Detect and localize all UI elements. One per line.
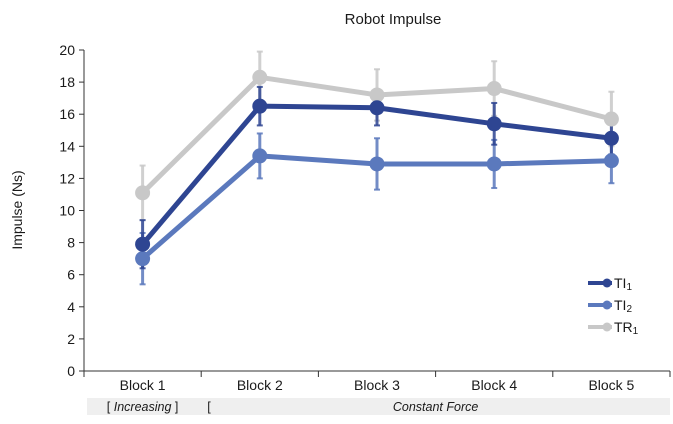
data-point	[135, 185, 151, 201]
phase-label-constant-force: Constant Force	[393, 400, 479, 414]
phase-annotations: [ Increasing ] [ Constant Force	[87, 398, 670, 415]
y-tick-label: 16	[59, 106, 75, 122]
x-tick-label: Block 1	[120, 377, 166, 393]
data-point	[369, 100, 385, 116]
axes: 0 2 4 6 8 10 12 14 16 18 20 Block 1 Block 2 Block 3 Bl…	[59, 42, 671, 393]
chart-title: Robot Impulse	[345, 11, 442, 28]
data-point	[603, 130, 619, 146]
legend-label: TR1	[614, 319, 639, 337]
data-point	[135, 251, 151, 267]
x-tick-label: Block 5	[588, 377, 634, 393]
data-point	[252, 148, 268, 164]
data-point	[369, 87, 385, 103]
y-tick-label: 2	[67, 331, 75, 347]
y-tick-label: 10	[59, 203, 75, 219]
legend-marker	[602, 278, 612, 288]
legend-marker	[602, 322, 612, 332]
series-points	[135, 69, 619, 267]
y-tick-label: 6	[67, 267, 75, 283]
legend-label: TI2	[614, 297, 632, 315]
data-point	[486, 156, 502, 172]
data-point	[486, 81, 502, 97]
y-tick-label: 12	[59, 170, 75, 186]
y-tick-label: 18	[59, 74, 75, 90]
data-point	[135, 236, 151, 252]
data-point	[369, 156, 385, 172]
x-tick-label: Block 3	[354, 377, 400, 393]
y-tick-label: 14	[59, 138, 75, 154]
legend-marker	[602, 300, 612, 310]
data-point	[252, 69, 268, 85]
legend-label: TI1	[614, 275, 632, 293]
x-tick-label: Block 2	[237, 377, 283, 393]
y-tick-label: 20	[59, 42, 75, 58]
y-tick-label: 4	[67, 299, 75, 315]
phase-band	[87, 398, 670, 415]
data-point	[486, 116, 502, 132]
phase-bracket: [	[207, 400, 211, 414]
y-axis-label: Impulse (Ns)	[9, 170, 25, 249]
data-point	[603, 111, 619, 127]
legend: TI1 TI2 TR1	[588, 275, 639, 337]
y-tick-label: 0	[67, 363, 75, 379]
y-tick-label: 8	[67, 235, 75, 251]
data-point	[252, 98, 268, 114]
phase-label-increasing: [ Increasing ]	[107, 400, 179, 414]
data-point	[603, 153, 619, 169]
x-tick-label: Block 4	[471, 377, 517, 393]
